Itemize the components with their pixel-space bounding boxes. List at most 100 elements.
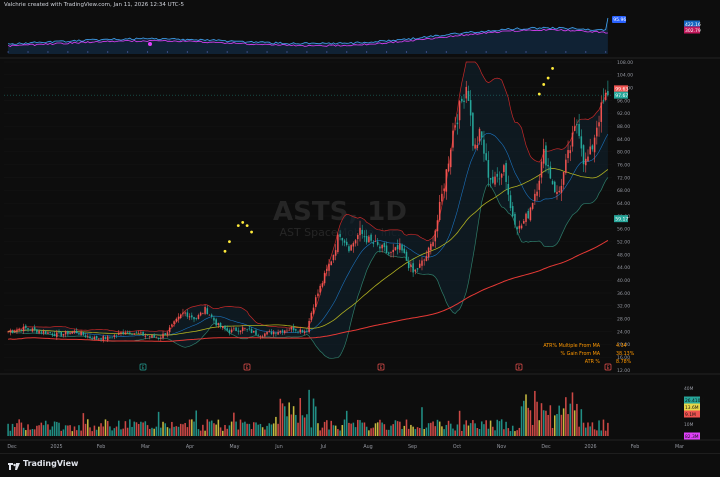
candle-body: [40, 331, 43, 333]
oscillator-dot: [226, 51, 228, 53]
candle: [401, 243, 403, 254]
candle: [503, 163, 505, 176]
volume-bar: [507, 428, 510, 436]
volume-bar: [483, 424, 485, 436]
candle: [341, 237, 344, 246]
candle: [474, 138, 476, 150]
volume-bar: [275, 416, 277, 436]
bollinger-upper-line: [7, 61, 609, 333]
candle: [18, 327, 20, 332]
tradingview-logo[interactable]: TradingView: [8, 459, 78, 470]
candle-body: [352, 243, 355, 247]
candle: [587, 149, 589, 162]
candle-body: [412, 263, 414, 273]
candle-body: [266, 331, 268, 335]
candle-body: [9, 330, 12, 333]
candle-body: [250, 329, 253, 333]
volume-bar: [361, 422, 363, 436]
oscillator-dot: [186, 51, 188, 53]
oscillator-dot: [366, 51, 368, 53]
candle: [226, 325, 228, 332]
candle: [399, 238, 401, 253]
price-tick-label: 96.00: [617, 98, 630, 104]
candle-body: [562, 171, 565, 185]
candle: [551, 179, 554, 185]
candle: [58, 329, 60, 335]
candle: [432, 236, 434, 247]
candle-body: [135, 332, 138, 334]
candle-body: [131, 334, 133, 335]
candle-body: [492, 176, 494, 183]
volume-bar: [297, 422, 299, 436]
volume-bar: [204, 430, 206, 436]
candle-body: [140, 332, 142, 334]
candle-body: [396, 245, 399, 250]
candle: [407, 256, 410, 271]
volume-bar: [438, 421, 441, 436]
candle: [69, 332, 71, 335]
candle: [337, 232, 339, 254]
event-marker: [139, 363, 147, 371]
candle: [571, 125, 574, 152]
volume-bar: [226, 428, 228, 436]
candle: [554, 180, 556, 194]
oscillator-dot: [485, 51, 487, 53]
candle-body: [505, 163, 507, 182]
candle-body: [281, 330, 284, 333]
signal-dot: [236, 224, 240, 228]
candle-body: [485, 153, 487, 160]
price-badge: [614, 215, 628, 223]
candle: [390, 251, 392, 258]
candle-body: [168, 327, 171, 333]
volume-bar: [306, 414, 308, 436]
candle-body: [591, 145, 594, 150]
volume-bar: [144, 421, 147, 436]
candle: [129, 330, 131, 335]
candle-body: [558, 190, 560, 192]
oscillator-axis-badge: [684, 26, 700, 34]
volume-bar: [115, 426, 118, 436]
candle-body: [193, 317, 195, 320]
event-marker: [604, 363, 612, 371]
price-tick-label: 36.00: [617, 291, 630, 297]
candle: [126, 330, 129, 334]
candle-body: [500, 174, 503, 178]
volume-bar: [303, 417, 306, 436]
candle: [368, 235, 370, 243]
candle-body: [210, 314, 213, 317]
candle: [98, 337, 100, 341]
price-tick-label: 68.00: [617, 188, 630, 194]
candle-body: [264, 333, 266, 337]
candle-body: [91, 338, 93, 340]
candle: [144, 333, 147, 340]
volume-bar: [461, 430, 463, 436]
candle: [80, 330, 82, 336]
candle: [299, 326, 302, 334]
candle-body: [436, 220, 439, 232]
candle-body: [463, 100, 465, 103]
volume-bar: [385, 429, 388, 436]
volume-bar: [345, 410, 348, 436]
candle-body: [230, 329, 233, 333]
volume-bar: [465, 420, 468, 436]
oscillator-dot: [545, 51, 547, 53]
candle: [498, 171, 501, 186]
candle: [283, 329, 286, 335]
volume-bar: [25, 430, 27, 436]
candle-body: [191, 315, 193, 318]
candle-body: [363, 236, 366, 238]
candle: [403, 244, 406, 254]
volume-bar: [319, 430, 321, 436]
price-chart[interactable]: 108.00104.00100.0096.0092.0088.0084.0080…: [0, 0, 720, 453]
oscillator-dot: [525, 51, 527, 53]
candle: [264, 332, 266, 337]
candle: [89, 334, 91, 340]
candle-body: [418, 263, 421, 268]
volume-bar: [476, 428, 479, 436]
candle: [483, 130, 485, 162]
volume-bar: [556, 413, 558, 436]
candle-body: [341, 237, 344, 241]
candle: [412, 258, 414, 277]
volume-bar: [341, 424, 344, 436]
volume-bar: [137, 423, 140, 436]
